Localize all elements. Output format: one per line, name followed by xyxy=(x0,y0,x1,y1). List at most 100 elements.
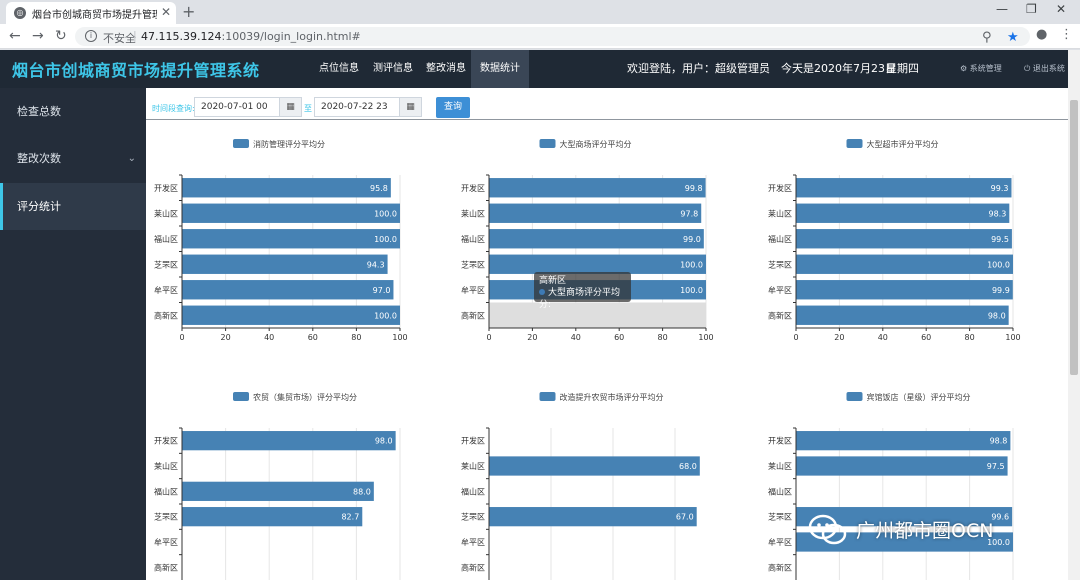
sidebar-item-inspection-total[interactable]: 检查总数 xyxy=(0,88,146,135)
calendar-icon[interactable]: ▦ xyxy=(399,98,421,116)
logout-link[interactable]: ⏻ 退出系统 xyxy=(1024,50,1065,88)
calendar-icon[interactable]: ▦ xyxy=(279,98,301,116)
category-label: 芝罘区 xyxy=(154,259,178,269)
category-label: 开发区 xyxy=(154,183,178,193)
bar xyxy=(796,178,1012,198)
nav-rectify-messages[interactable]: 整改消息 xyxy=(426,63,466,74)
bar-value-label: 99.5 xyxy=(991,235,1009,244)
url-input[interactable]: i 不安全 | 47.115.39.124:10039/login_login.… xyxy=(75,27,1030,46)
x-tick-label: 60 xyxy=(308,333,318,342)
browser-menu-icon[interactable]: ⋮ xyxy=(1060,27,1073,42)
query-button[interactable]: 查询 xyxy=(436,97,470,118)
start-date-value: 2020-07-01 00 xyxy=(201,102,268,112)
filter-divider xyxy=(146,119,1068,120)
maximize-icon[interactable]: ❐ xyxy=(1026,2,1037,16)
bar-value-label: 100.0 xyxy=(374,235,397,244)
tooltip-series-dot xyxy=(539,289,545,295)
browser-tab[interactable]: ◎ 烟台市创城商贸市场提升管理系统 ✕ xyxy=(6,2,176,24)
bar xyxy=(489,456,700,476)
category-label: 牟平区 xyxy=(154,537,178,547)
bar xyxy=(796,431,1011,451)
wechat-logo-icon xyxy=(808,514,847,545)
sidebar-item-rectify-count[interactable]: 整改次数 ⌄ xyxy=(0,135,146,182)
start-date-input[interactable]: 2020-07-01 00 ▦ xyxy=(194,97,302,117)
x-tick-label: 80 xyxy=(351,333,361,342)
app-title: 烟台市创城商贸市场提升管理系统 xyxy=(12,61,260,80)
bar xyxy=(182,305,400,325)
power-icon: ⏻ xyxy=(1024,64,1033,73)
sidebar-item-label: 整改次数 xyxy=(17,152,61,165)
category-label: 高新区 xyxy=(768,310,792,320)
bar-value-label: 99.9 xyxy=(992,286,1010,295)
category-label: 开发区 xyxy=(768,436,792,446)
bookmark-star-icon[interactable]: ★ xyxy=(1007,30,1019,45)
category-label: 高新区 xyxy=(461,310,485,320)
bar xyxy=(182,254,388,274)
legend-label: 大型商场评分平均分 xyxy=(560,139,632,149)
forward-icon[interactable]: → xyxy=(32,28,44,44)
minimize-icon[interactable]: — xyxy=(996,2,1008,16)
x-tick-label: 40 xyxy=(878,333,888,342)
bar xyxy=(182,507,363,527)
category-label: 芝罘区 xyxy=(768,259,792,269)
bar xyxy=(182,481,374,501)
end-date-input[interactable]: 2020-07-22 23 ▦ xyxy=(314,97,422,117)
category-label: 高新区 xyxy=(768,562,792,572)
account-icon[interactable]: ● xyxy=(1036,27,1048,42)
legend-swatch xyxy=(846,139,863,148)
nav-evaluation-info[interactable]: 测评信息 xyxy=(373,63,413,74)
x-tick-label: 100 xyxy=(392,333,407,342)
nav-data-statistics[interactable]: 数据统计 xyxy=(471,50,529,88)
tab-close-icon[interactable]: ✕ xyxy=(161,5,172,19)
app-header: 烟台市创城商贸市场提升管理系统 点位信息 测评信息 整改消息 数据统计 欢迎登陆… xyxy=(0,50,1068,88)
bar xyxy=(182,280,394,300)
bar xyxy=(796,203,1010,223)
end-date-value: 2020-07-22 23 xyxy=(321,102,388,112)
legend-swatch xyxy=(233,392,249,401)
bar xyxy=(489,178,706,198)
sidebar: 检查总数 整改次数 ⌄ 评分统计 xyxy=(0,88,146,580)
x-tick-label: 20 xyxy=(221,333,231,342)
url-path: :10039/login_login.html# xyxy=(221,30,361,43)
info-icon[interactable]: i xyxy=(85,30,97,42)
page-scrollbar[interactable] xyxy=(1068,50,1080,580)
bar xyxy=(796,305,1009,325)
watermark: 广州都市圈OCN xyxy=(808,510,1048,550)
system-manage-link[interactable]: ⚙ 系统管理 xyxy=(960,50,1002,88)
sidebar-item-score-statistics[interactable]: 评分统计 xyxy=(0,183,146,230)
window-close-icon[interactable]: ✕ xyxy=(1056,2,1067,16)
bar xyxy=(796,507,1013,527)
legend-label: 消防管理评分平均分 xyxy=(253,139,325,149)
category-label: 福山区 xyxy=(768,234,792,244)
x-tick-label: 40 xyxy=(264,333,274,342)
bar-value-label: 100.0 xyxy=(374,311,397,320)
new-tab-icon[interactable]: + xyxy=(182,2,196,21)
legend-swatch xyxy=(233,139,249,148)
chart-tooltip: 高新区 大型商场评分平均分: xyxy=(534,272,631,310)
category-label: 莱山区 xyxy=(154,208,178,218)
hover-band xyxy=(489,302,706,328)
zoom-icon[interactable]: ⚲ xyxy=(982,30,992,45)
category-label: 高新区 xyxy=(154,310,178,320)
browser-tab-bar: ◎ 烟台市创城商贸市场提升管理系统 ✕ + — ❐ ✕ xyxy=(0,0,1080,24)
bar xyxy=(796,456,1008,476)
back-icon[interactable]: ← xyxy=(9,28,21,44)
category-label: 牟平区 xyxy=(768,537,792,547)
system-manage-label: 系统管理 xyxy=(969,64,1002,73)
category-label: 高新区 xyxy=(461,562,485,572)
x-tick-label: 0 xyxy=(179,333,184,342)
x-tick-label: 40 xyxy=(571,333,581,342)
x-tick-label: 80 xyxy=(658,333,668,342)
category-label: 福山区 xyxy=(461,234,485,244)
bar-value-label: 94.3 xyxy=(367,260,385,269)
chevron-down-icon: ⌄ xyxy=(127,153,136,164)
reload-icon[interactable]: ↻ xyxy=(55,28,67,44)
category-label: 芝罘区 xyxy=(461,512,485,522)
not-secure-label: 不安全 xyxy=(103,32,136,45)
url-separator: | xyxy=(133,29,137,42)
nav-point-info[interactable]: 点位信息 xyxy=(319,63,359,74)
category-label: 莱山区 xyxy=(461,208,485,218)
category-label: 牟平区 xyxy=(461,285,485,295)
scrollbar-thumb[interactable] xyxy=(1070,100,1078,375)
tooltip-series-label: 大型商场评分平均分: xyxy=(539,288,621,310)
